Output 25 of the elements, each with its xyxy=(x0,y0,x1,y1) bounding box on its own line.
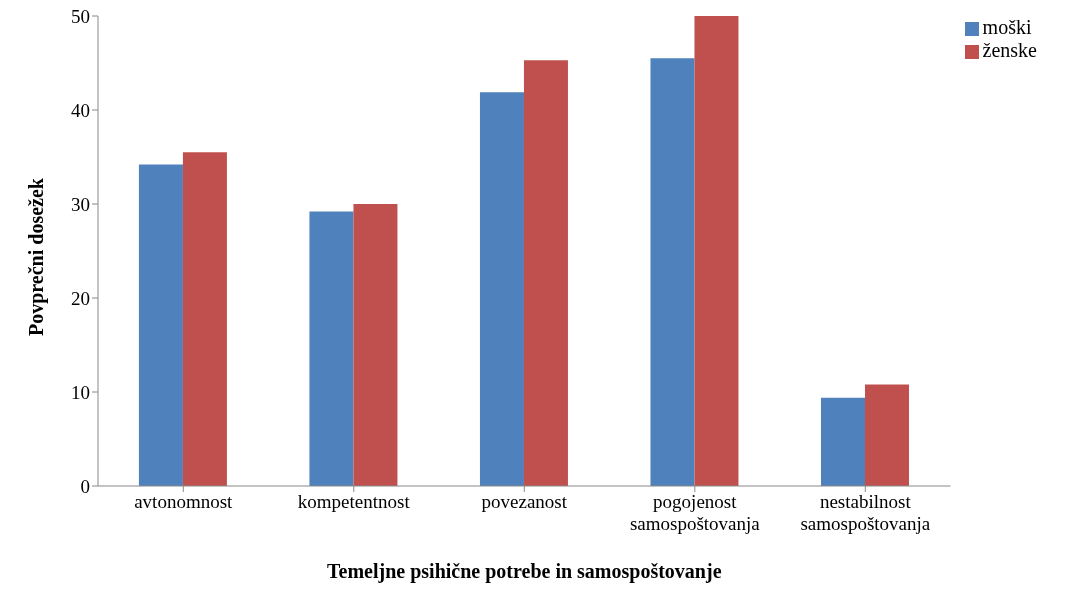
y-tick-label: 10 xyxy=(71,381,90,403)
bar xyxy=(138,164,183,486)
legend-label: ženske xyxy=(982,39,1037,61)
bar xyxy=(694,16,739,486)
bar xyxy=(182,152,227,486)
y-tick-label: 30 xyxy=(71,193,90,215)
x-tick-label: pogojenost samospoštovanja xyxy=(629,491,761,534)
bar xyxy=(479,92,524,486)
y-tick-label: 40 xyxy=(71,99,90,121)
x-axis-title: Temeljne psihične potrebe in samospoštovanje xyxy=(327,560,722,583)
y-axis-title: Povprečni dosežek xyxy=(25,177,49,336)
bar xyxy=(650,58,695,486)
x-tick-label: avtonomnost xyxy=(134,491,234,512)
y-tick-label: 50 xyxy=(71,5,90,27)
x-tick-label: nestabilnost samospoštovanja xyxy=(800,491,931,534)
x-tick-label: povezanost xyxy=(481,491,568,512)
bar xyxy=(820,397,865,486)
bar xyxy=(864,384,909,486)
bar xyxy=(523,60,568,486)
y-tick-label: 20 xyxy=(71,287,90,309)
bar xyxy=(309,211,354,486)
y-tick-label: 0 xyxy=(80,475,90,497)
bar xyxy=(353,204,398,486)
x-tick-label: kompetentnost xyxy=(297,491,411,512)
legend-label: moški xyxy=(982,16,1032,38)
